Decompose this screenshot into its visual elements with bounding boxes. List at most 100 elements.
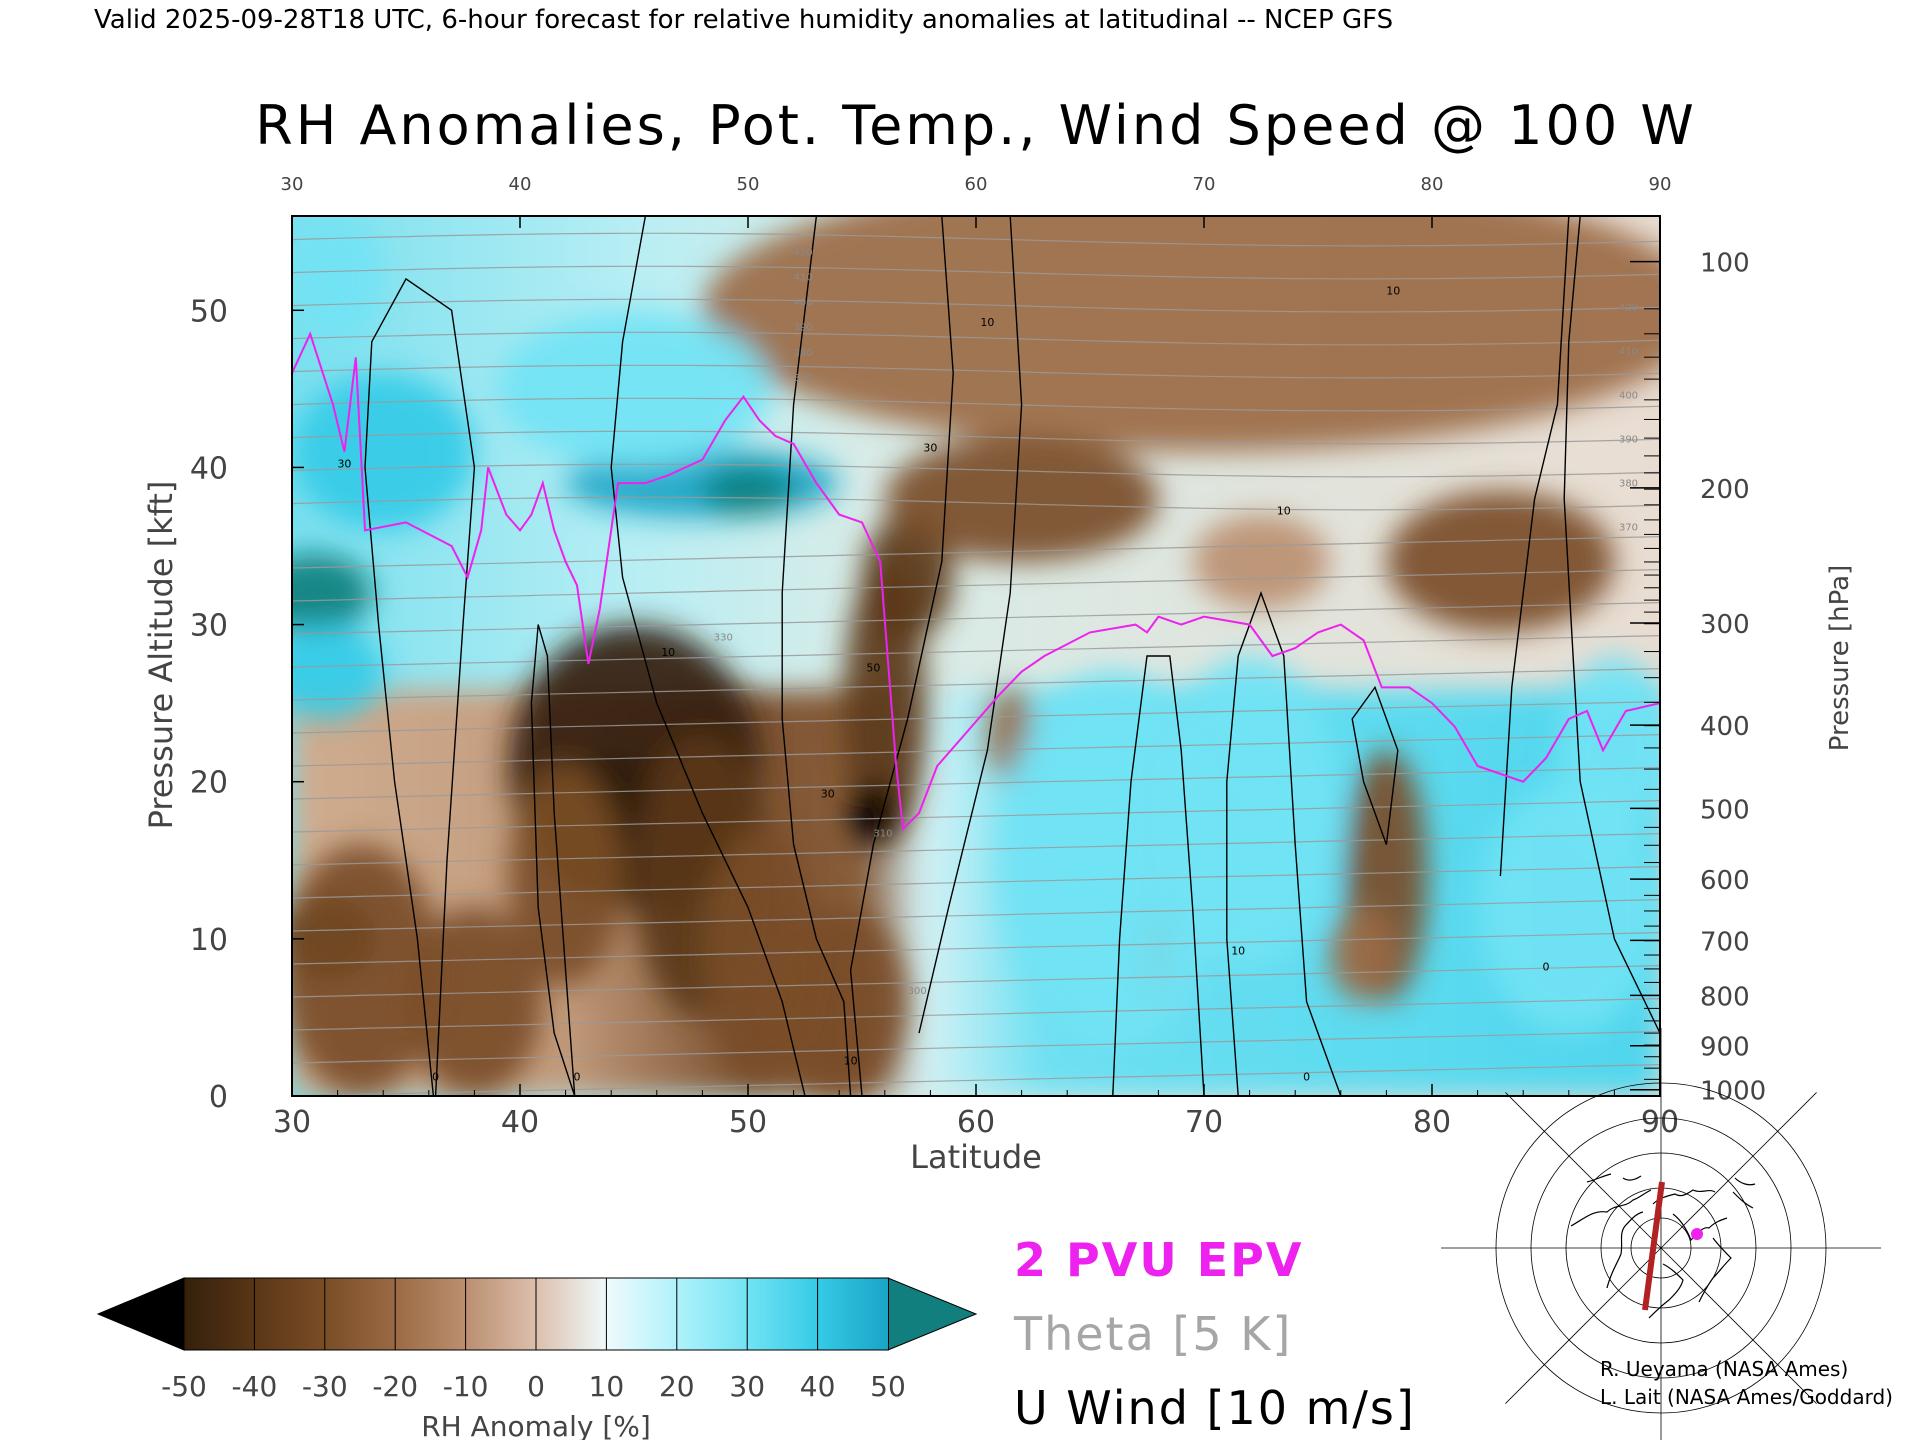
map-coastline xyxy=(1698,1237,1732,1303)
credit-line-2: L. Lait (NASA Ames/Goddard) xyxy=(1600,1385,1893,1409)
y-axis-right-label: Pressure [hPa] xyxy=(1825,565,1855,752)
y-tick-label: 30 xyxy=(190,609,228,644)
legend-theta: Theta [5 K] xyxy=(1013,1307,1292,1361)
theta-contour xyxy=(292,463,1660,478)
rh-blob xyxy=(292,373,475,531)
u-wind-contour-label: 10 xyxy=(1277,505,1291,518)
colorbar-under-arrow xyxy=(96,1277,185,1351)
map-meridian xyxy=(1660,1092,1817,1249)
u-wind-contour-label: 0 xyxy=(1577,206,1584,219)
colorbar-segment xyxy=(605,1277,678,1351)
theta-contour xyxy=(292,701,1660,734)
theta-contour xyxy=(292,635,1660,668)
rh-blob xyxy=(770,907,908,1096)
map-coastline xyxy=(1732,1177,1756,1209)
u-wind-contour-label: 30 xyxy=(337,457,351,470)
figure-caption: Valid 2025-09-28T18 UTC, 6-hour forecast… xyxy=(94,5,1393,35)
colorbar-tick-label: -20 xyxy=(372,1370,418,1403)
u-wind-contour xyxy=(530,624,576,1096)
colorbar-tick-label: -30 xyxy=(302,1370,348,1403)
credit-line-1: R. Ueyama (NASA Ames) xyxy=(1600,1357,1848,1381)
u-wind-contour xyxy=(1226,591,1342,1096)
theta-contour xyxy=(292,265,1660,280)
rh-blob xyxy=(702,467,794,515)
theta-contour-label: 330 xyxy=(714,632,733,643)
y-tick-label: 10 xyxy=(190,923,228,958)
u-wind-contours xyxy=(364,216,1660,1096)
theta-contour-label: 390 xyxy=(794,323,813,334)
x-tick-label-top: 50 xyxy=(737,174,760,195)
theta-contour xyxy=(292,430,1660,445)
theta-contour-label: 420 xyxy=(794,247,813,258)
x-tick-label: 40 xyxy=(501,1105,539,1140)
x-tick-label-top: 80 xyxy=(1421,174,1444,195)
rh-blob xyxy=(1386,491,1615,633)
colorbar-tick-label: 50 xyxy=(870,1370,906,1403)
u-wind-contour-label: 0 xyxy=(1543,960,1550,973)
colorbar-segment xyxy=(465,1277,538,1351)
theta-contour xyxy=(292,998,1660,1031)
theta-contour xyxy=(292,397,1660,412)
epv-2pvu-line xyxy=(292,331,1660,832)
theta-contour xyxy=(292,767,1660,800)
colorbar-tick-label: -50 xyxy=(161,1370,207,1403)
theta-contour-label: 420 xyxy=(1619,302,1638,313)
map-meridian xyxy=(1660,1247,1817,1404)
y-right-tick-label: 900 xyxy=(1700,1033,1750,1063)
rh-blob xyxy=(292,624,384,719)
u-wind-contour-label: 30 xyxy=(821,787,835,800)
theta-contour xyxy=(292,866,1660,899)
axes: 3030404050506060707080809090010203040501… xyxy=(190,174,1766,1140)
rh-blob xyxy=(884,436,1159,562)
theta-contour-label: 400 xyxy=(794,298,813,309)
map-coastline xyxy=(1586,1173,1642,1183)
u-wind-contour-label: 50 xyxy=(866,662,880,675)
x-axis-label: Latitude xyxy=(910,1138,1042,1176)
x-tick-label-top: 70 xyxy=(1193,174,1216,195)
x-tick-label-top: 90 xyxy=(1649,174,1672,195)
map-coastline xyxy=(1606,1211,1644,1289)
legend-epv: 2 PVU EPV xyxy=(1014,1233,1303,1287)
map-meridian xyxy=(1505,1247,1662,1404)
map-transect xyxy=(1642,1181,1665,1311)
colorbar-over-arrow xyxy=(887,1277,978,1351)
theta-contour xyxy=(292,800,1660,833)
y-right-tick-label: 500 xyxy=(1700,795,1750,825)
u-wind-contour xyxy=(1351,685,1399,845)
u-wind-contour-label: 30 xyxy=(923,442,937,455)
theta-contour xyxy=(292,364,1660,379)
theta-contour-label: 370 xyxy=(794,373,813,384)
colorbar-tick-label: -10 xyxy=(443,1370,489,1403)
colorbar-segment xyxy=(324,1277,397,1351)
u-wind-contour-label: 0 xyxy=(574,1070,581,1083)
theta-contour xyxy=(292,965,1660,998)
rh-blob xyxy=(508,766,623,986)
u-wind-contour xyxy=(1563,216,1660,1034)
colorbar-segment xyxy=(746,1277,819,1351)
theta-contour xyxy=(292,232,1660,247)
rh-blob xyxy=(1192,514,1330,609)
y-right-tick-label: 1000 xyxy=(1700,1077,1766,1107)
u-wind-contour xyxy=(1499,216,1570,877)
theta-contour xyxy=(292,734,1660,767)
theta-contour xyxy=(292,569,1660,602)
theta-contour xyxy=(292,602,1660,635)
colorbar-segment xyxy=(183,1277,256,1351)
u-wind-contour-label: 0 xyxy=(1303,1070,1310,1083)
colorbar-segment xyxy=(253,1277,326,1351)
colorbar-segment xyxy=(817,1277,889,1351)
theta-contour-label: 370 xyxy=(1619,522,1638,533)
rh-blob xyxy=(497,310,771,468)
theta-contour xyxy=(292,932,1660,965)
y-tick-label: 20 xyxy=(190,766,228,801)
theta-contour-labels: 420 420 410 410 400 400 390 390 380 380 370 370 310 3… xyxy=(714,247,1638,997)
theta-contour-label: 380 xyxy=(1619,478,1638,489)
u-wind-contour-label: 10 xyxy=(844,1055,858,1068)
y-right-tick-label: 100 xyxy=(1700,249,1750,279)
theta-contour-label: 400 xyxy=(1619,390,1638,401)
rh-blob xyxy=(292,216,384,342)
theta-contour-label: 300 xyxy=(908,986,927,997)
theta-contour xyxy=(292,298,1660,313)
y-tick-label: 50 xyxy=(190,294,228,329)
